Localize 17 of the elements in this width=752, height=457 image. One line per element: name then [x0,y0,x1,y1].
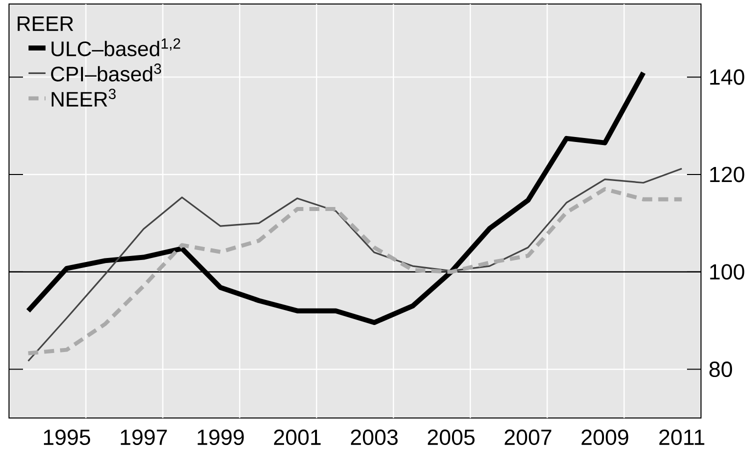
x-tick-label: 2011 [659,430,704,446]
legend-label: ULC–based$^{1,2}$ [52,38,180,56]
x-tick-label: 1995 [44,430,90,446]
y-tick-label: 100 [710,264,744,280]
x-tick-label: 2009 [582,430,628,446]
legend-title: REER [18,16,74,31]
x-tick-label: 1999 [198,430,244,446]
y-tick-label: 120 [710,166,744,182]
x-tick-label: 2003 [350,430,398,446]
y-tick-label: 80 [709,362,732,378]
y-tick-label: 140 [710,69,744,85]
x-tick-label: 2007 [504,430,552,446]
x-tick-label: 2005 [428,430,475,446]
legend-label: NEER$^{3}$ [52,88,116,106]
x-tick-label: 1997 [120,430,167,446]
legend-label: CPI–based$^{3}$ [51,64,162,82]
x-tick-label: 2001 [274,430,321,446]
